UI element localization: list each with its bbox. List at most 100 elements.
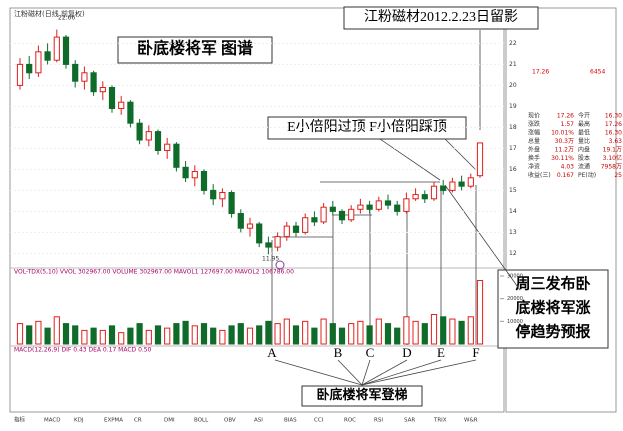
volume-bar [200,323,208,345]
volume-bar [292,325,300,345]
volume-bar [311,327,318,345]
volume-bar [320,318,327,345]
candle-body [191,171,198,179]
y-tick-label: 20 [509,82,517,89]
y-tick-label: 22 [509,40,517,47]
candle-body [228,192,235,214]
candle-body [421,194,428,200]
candle-body [430,185,438,200]
candle-body [182,166,189,179]
volume-bar [384,323,392,345]
volume-bar [35,320,42,345]
point-label: D [402,345,411,360]
volume-bar [403,316,410,345]
candle-body [384,200,392,206]
step-box [301,385,423,407]
candle-body [108,87,116,109]
candle-body [348,208,355,221]
y-tick-label: 21 [509,61,517,68]
chart-layer: 12 13 14 15 16 17 18 19 20 21 22 10000 20000 30000 A B C… [10,29,622,424]
step-label: 卧底楼将军登梯 [316,387,407,402]
quote-cell: 30.3万 [555,138,574,145]
volume-bar [449,318,456,345]
volume-bar [256,325,263,345]
volume-bar [412,320,419,345]
candle-body [35,51,42,74]
volume-bar [81,329,88,345]
quote-cell: 流通 [578,163,590,171]
volume-bar [467,316,474,345]
volume-bar [182,320,189,345]
quote-cell: 16.30 [605,113,622,120]
quote-cell: 外盘 [528,146,540,154]
volume-bar [274,323,281,345]
candle-body [200,171,208,191]
volume-bar [62,323,70,345]
volume-bar [458,320,465,345]
quote-cell: 收益(三) [528,171,551,179]
tab: W&R [464,418,478,424]
point-label: F [472,345,479,360]
point-label: E [437,345,445,360]
candle-body [173,143,180,168]
forecast-line: 周三发布卧 [515,274,590,292]
volume-bar [394,327,401,345]
y-tick-label: 13 [509,229,517,236]
quote-cell: 涨幅 [528,129,540,137]
candle-body [44,51,51,61]
volume-bar [219,329,226,345]
volume-bar [357,320,364,345]
y-tick-label: 16 [509,166,517,173]
candle-body [136,122,143,141]
candle-body [292,225,300,233]
candle-body [72,63,79,82]
candle-body [53,36,60,61]
candle-body [274,236,281,248]
quote-cell: 16.30 [605,130,622,137]
tab: SAR [404,418,415,424]
volume-bar [145,329,152,345]
quote-cell: 现价 [528,113,540,120]
candle-body [16,63,24,86]
candle-body [449,181,456,191]
candle-body [164,143,171,151]
volume-tick-label: 10000 [507,319,523,325]
candle-body [219,192,226,200]
y-tick-label: 18 [509,124,517,131]
forecast-line: 底楼将军涨 [515,298,590,316]
stock-label: 江粉磁材(日线 前复权) [14,9,85,18]
volume-bar [127,327,134,345]
candle-body [366,204,373,210]
candle-body [283,225,290,238]
quote-cell: 17.26 [605,121,622,128]
quote-cell: 10.01% [551,130,574,137]
quote-cell: 最高 [578,120,590,128]
tab: RSI [374,418,383,424]
chart-title: 卧底楼将军 图谱 [137,39,253,58]
volume-bar [118,332,125,345]
candle-body [81,72,88,82]
point-label: A [267,345,277,360]
volume-bar [191,325,198,345]
volume-bar [302,320,309,345]
tab: 指标 [14,416,26,424]
volume-bar [164,327,171,345]
volume-bar [16,323,24,345]
quote-cell: 内盘 [578,146,590,154]
volume-bar [90,327,97,345]
candle-body [256,223,263,244]
candle-body [375,200,382,210]
candle-body [412,194,419,200]
forecast-box [497,269,609,349]
volume-bar [173,323,180,345]
point-label: C [366,345,375,360]
candle-body [154,131,162,152]
volume-bar [72,325,79,345]
candle-body [237,213,244,229]
volume-bar [440,316,447,345]
quote-cell: 今开 [578,112,590,120]
tab: CR [134,418,142,424]
volume-bar [283,318,290,345]
tab: BIAS [284,418,297,424]
